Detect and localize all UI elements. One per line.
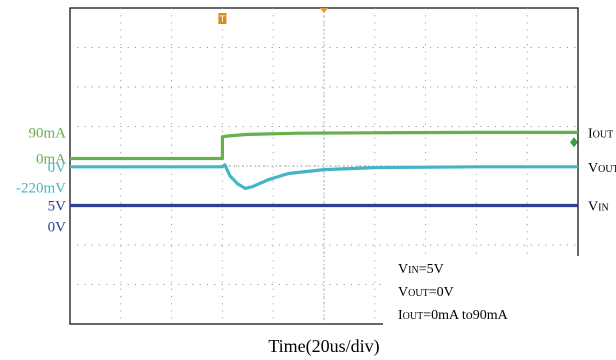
- annotation-background: [383, 256, 581, 328]
- trigger-marker: [218, 13, 227, 24]
- annotation-box: VIN=5V VOUT=0V IOUT=0mA to90mA: [383, 256, 581, 328]
- markers: T: [218, 8, 578, 148]
- traces: [70, 130, 578, 208]
- right-label: VIN: [588, 200, 609, 215]
- annotation-line: VOUT=0V: [398, 285, 454, 300]
- left-label: 0V: [48, 219, 67, 235]
- left-label: 90mA: [29, 125, 67, 141]
- left-label: 0mA: [36, 151, 66, 167]
- right-axis-labels: IOUT VOUT VIN: [588, 126, 616, 214]
- level-marker: [570, 137, 578, 148]
- right-label: VOUT: [588, 161, 616, 176]
- trace-2: [70, 163, 578, 191]
- left-label: 5V: [48, 199, 67, 215]
- trigger-marker-label: T: [219, 15, 226, 25]
- annotation-line: VIN=5V: [398, 262, 444, 277]
- trace-1: [70, 130, 578, 161]
- right-label: IOUT: [588, 126, 613, 141]
- annotation-line: IOUT=0mA to90mA: [398, 308, 509, 323]
- x-axis-label: Time(20us/div): [268, 336, 379, 357]
- left-label: 0V: [48, 160, 67, 176]
- left-label: -220mV: [16, 180, 66, 196]
- top-position-marker: [320, 8, 328, 13]
